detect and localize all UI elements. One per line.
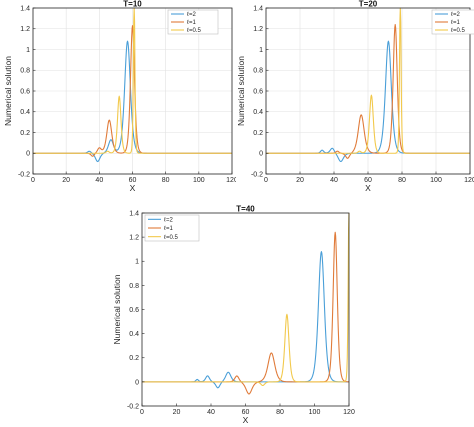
legend: ℓ=2ℓ=1ℓ=0.5 [431,9,474,35]
y-tick-label: 1.2 [253,26,263,33]
x-tick-label: 60 [242,409,250,416]
legend-label-1: ℓ=1 [451,19,460,26]
y-tick-label: 1.4 [20,5,30,12]
chart-title: T=10 [123,0,142,9]
x-tick-label: 60 [129,177,137,184]
y-tick-label: 0.4 [129,331,139,338]
x-tick-label: 80 [162,177,170,184]
chart-title: T=40 [236,205,255,214]
x-tick-label: 100 [193,177,205,184]
legend: ℓ=2 ℓ=1 ℓ=0.5 [144,214,200,242]
y-tick-label: 0.8 [129,283,139,290]
y-tick-label: 0.6 [129,307,139,314]
y-tick-label: 0.2 [20,130,30,137]
legend-label-0: ℓ=2 [451,11,460,18]
legend-label-1: ℓ=1 [187,19,196,26]
x-tick-label: 120 [464,177,474,184]
x-tick-label: 0 [264,177,268,184]
legend-label-0: ℓ=2 [187,11,196,18]
plot-area [142,213,349,406]
x-tick-label: 80 [276,409,284,416]
y-tick-label: 1.2 [129,235,139,242]
y-tick-label: -0.2 [127,403,139,410]
y-tick-label: 1.4 [253,5,263,12]
y-axis-label: Numerical solution [112,274,122,344]
y-tick-label: 0 [259,151,263,158]
y-axis-label: Numerical solution [236,56,246,126]
series-line-2 [265,7,471,154]
x-tick-label: 20 [296,177,304,184]
legend-label-2: ℓ=0.5 [451,27,465,34]
x-tick-label: 0 [31,177,35,184]
legend: ℓ=2ℓ=1ℓ=0.5 [167,9,219,35]
x-tick-label: 0 [140,409,144,416]
x-tick-label: 120 [226,177,236,184]
x-tick-label: 40 [95,177,103,184]
x-axis-label: X [365,183,371,193]
legend-label-2: ℓ=0.5 [187,27,201,34]
series-line-2 [32,7,233,154]
x-axis-label: X [130,183,136,193]
y-tick-label: 1 [259,47,263,54]
x-axis-label: X [243,415,249,425]
y-tick-label: 0 [26,151,30,158]
y-tick-label: 1 [26,47,30,54]
y-tick-label: 0.8 [20,68,30,75]
chart-title: T=20 [359,0,378,9]
y-axis-label: Numerical solution [3,56,13,126]
y-tick-label: 1.4 [129,210,139,217]
legend-label-1: ℓ=1 [164,225,173,232]
legend-label-0: ℓ=2 [164,216,173,223]
y-tick-label: 0.8 [253,68,263,75]
subplot-t20: 0 20 40 60 80 100 120-0.200.20.40.60.811.21.4T… [236,0,474,193]
x-tick-label: 60 [364,177,372,184]
x-tick-label: 40 [207,409,215,416]
x-tick-label: 40 [330,177,338,184]
y-tick-label: 0.6 [20,88,30,95]
x-tick-label: 120 [343,409,355,416]
y-tick-label: 0.2 [253,130,263,137]
x-tick-label: 20 [62,177,70,184]
y-tick-label: 0 [135,379,139,386]
y-tick-label: 0.4 [20,109,30,116]
series-line-2 [141,212,350,387]
x-tick-label: 80 [398,177,406,184]
y-tick-label: 0.2 [129,355,139,362]
y-tick-label: 0.4 [253,109,263,116]
x-tick-label: 100 [309,409,321,416]
legend-label-2: ℓ=0.5 [164,234,178,241]
x-tick-label: 100 [430,177,442,184]
y-tick-label: 0.6 [253,88,263,95]
y-tick-label: 1.2 [20,26,30,33]
subplot-t10: 0 20 40 60 80 100 120-0.200.20.40.60.811.21.4T… [3,0,236,193]
y-tick-label: 1 [135,259,139,266]
subplot-t40: 0 20 40 60 80 100 120-0.200.20.40.60.811.21.4T… [112,205,355,426]
y-tick-label: -0.2 [18,171,30,178]
y-tick-label: -0.2 [251,171,263,178]
x-tick-label: 20 [173,409,181,416]
